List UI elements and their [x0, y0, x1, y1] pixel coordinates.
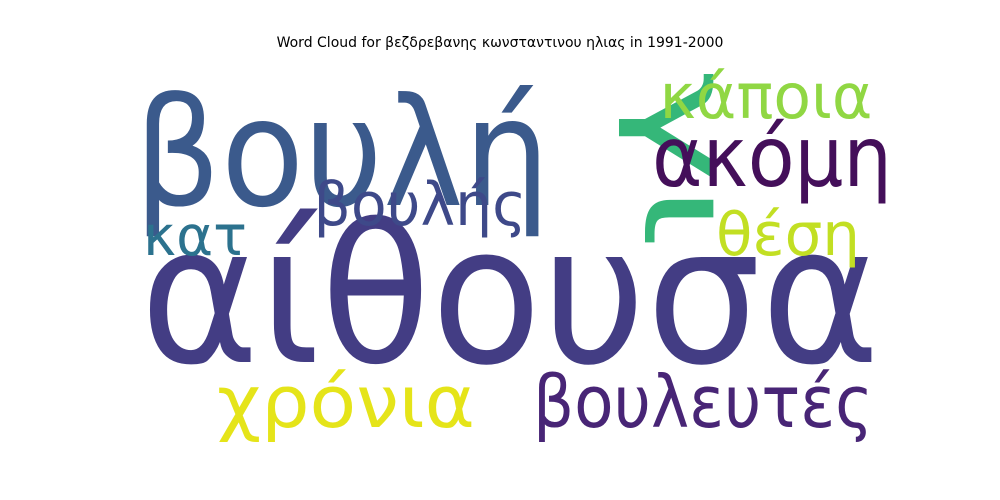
word-thesi: θέση	[716, 200, 860, 270]
word-gi: γι	[615, 71, 760, 249]
word-aithousa: αίθουσα	[140, 185, 880, 408]
word-akomi: ακόμη	[652, 108, 892, 206]
word-vouli: βουλή	[134, 67, 550, 241]
word-vouleutes: βουλευτές	[533, 360, 873, 444]
word-chronia: χρόνια	[217, 360, 475, 444]
word-kapoia: κάποια	[660, 60, 873, 133]
chart-title: Word Cloud for βεζδρεβανης κωνσταντινου …	[276, 35, 724, 51]
word-kat: κατ	[143, 204, 247, 268]
word-voulis: βουλής	[314, 170, 527, 240]
